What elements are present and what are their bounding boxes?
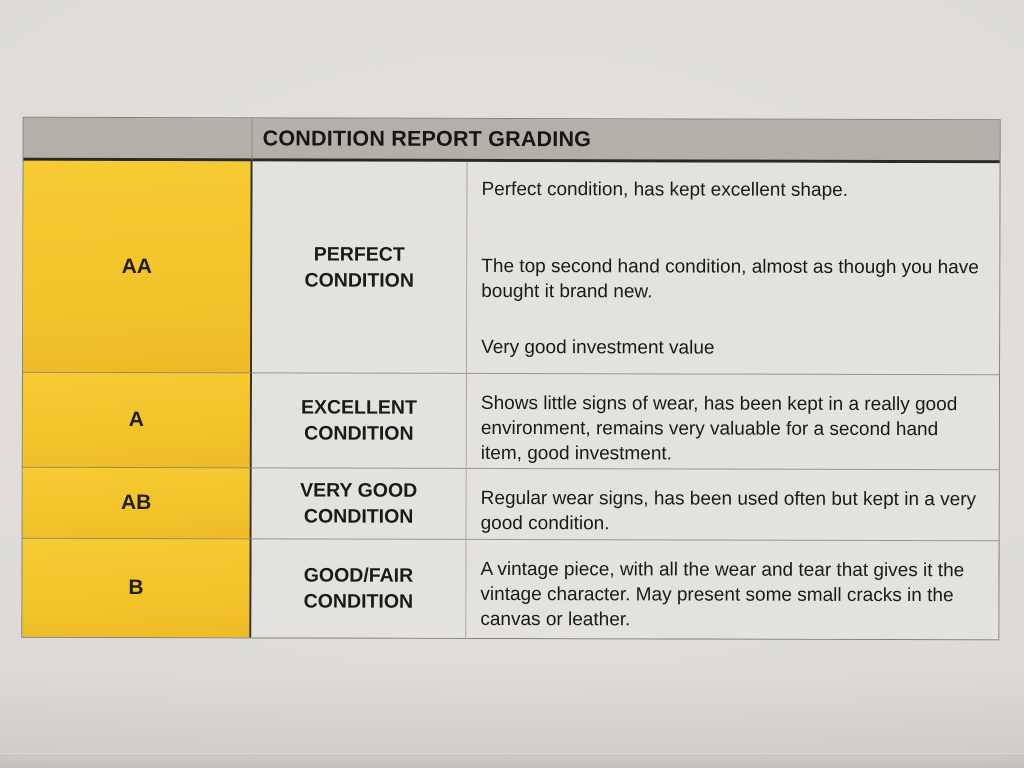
label-line: CONDITION <box>304 268 414 292</box>
description-cell-aa: Perfect condition, has kept excellent sh… <box>467 161 1000 375</box>
description-paragraph: Shows little signs of wear, has been kep… <box>480 392 958 465</box>
paper-bottom-edge <box>0 753 1024 768</box>
grade-a-label: A <box>128 407 144 432</box>
label-line: EXCELLENT <box>300 396 417 419</box>
description-paragraph: A vintage piece, with all the wear and t… <box>480 558 965 631</box>
grade-b-label: B <box>128 575 144 600</box>
description-paragraph: The top second hand condition, almost as… <box>481 255 979 303</box>
label-cell-very-good: VERY GOOD CONDITION <box>251 467 467 539</box>
header-spacer-cell <box>23 117 253 162</box>
label-line: CONDITION <box>303 590 414 613</box>
grade-ab-label: AB <box>120 490 152 515</box>
description-cell-ab: Regular wear signs, has been used often … <box>466 467 999 541</box>
label-line: GOOD/FAIR <box>303 564 414 587</box>
label-line: CONDITION <box>303 505 414 528</box>
grade-aa-label: AA <box>121 254 152 278</box>
label-cell-excellent: EXCELLENT CONDITION <box>251 372 468 468</box>
label-cell-perfect: PERFECT CONDITION <box>252 161 468 373</box>
grade-cell-aa: AA <box>23 160 253 373</box>
description-cell-b: A vintage piece, with all the wear and t… <box>466 538 999 640</box>
label-cell-good-fair: GOOD/FAIR CONDITION <box>251 538 467 638</box>
label-line: PERFECT <box>313 242 405 266</box>
description-paragraph: Perfect condition, has kept excellent sh… <box>481 178 849 201</box>
label-line: CONDITION <box>304 422 414 445</box>
label-line: VERY GOOD <box>300 479 418 502</box>
description-cell-a: Shows little signs of wear, has been kep… <box>466 372 1000 470</box>
condition-grading-table: CONDITION REPORT GRADING AA PERFECT COND… <box>21 116 1001 641</box>
description-paragraph: Very good investment value <box>481 336 715 359</box>
grade-cell-b: B <box>22 537 252 638</box>
table-header: CONDITION REPORT GRADING <box>252 118 1000 164</box>
grade-cell-a: A <box>22 371 253 468</box>
grade-cell-ab: AB <box>22 466 252 539</box>
description-paragraph: Regular wear signs, has been used often … <box>480 487 977 535</box>
table-title: CONDITION REPORT GRADING <box>262 125 592 151</box>
